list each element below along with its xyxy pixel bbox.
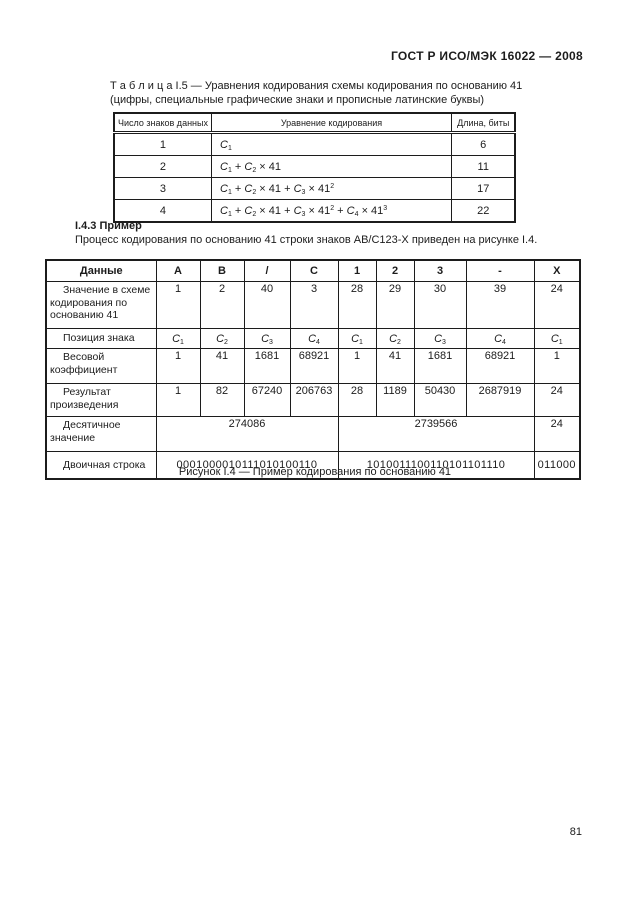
table-row: 2 C1 + C2 × 41 11 <box>113 155 516 178</box>
encoding-table-header-row: Данные A B / C 1 2 3 - X <box>45 259 581 282</box>
table-i5: Число знаков данных Уравнение кодировани… <box>113 112 517 223</box>
cell-count: 4 <box>113 199 212 223</box>
cell-weight: 1 <box>337 348 377 384</box>
cell-equation: C1 + C2 × 41 <box>210 155 452 178</box>
table-row: 3 C1 + C2 × 41 + C3 × 412 17 <box>113 177 516 200</box>
cell-value: 29 <box>375 281 415 329</box>
cell-bits: 22 <box>450 199 516 223</box>
row-label: Двоичная строка <box>45 451 157 480</box>
row-label: Десятичное значение <box>45 416 157 452</box>
cell-product: 28 <box>337 383 377 417</box>
cell-weight: 41 <box>375 348 415 384</box>
page-number: 81 <box>569 826 582 838</box>
cell-equation: C1 <box>210 132 452 156</box>
row-products: Результат произведения 1 82 67240 206763… <box>45 383 581 417</box>
table-i5-col-header: Число знаков данных <box>113 112 212 134</box>
cell-value: 3 <box>289 281 339 329</box>
row-decimal-values: Десятичное значение 274086 2739566 24 <box>45 416 581 452</box>
col-header-char: / <box>243 259 291 282</box>
row-label: Позиция знака <box>45 328 157 349</box>
cell-value: 30 <box>413 281 467 329</box>
cell-binary: 011000 <box>533 451 581 480</box>
row-weight-coefficients: Весовой коэффициент 1 41 1681 68921 1 41… <box>45 348 581 384</box>
cell-product: 1189 <box>375 383 415 417</box>
cell-bits: 6 <box>450 132 516 156</box>
row-label: Весовой коэффициент <box>45 348 157 384</box>
cell-weight: 1681 <box>243 348 291 384</box>
cell-weight: 41 <box>199 348 245 384</box>
col-header-char: X <box>533 259 581 282</box>
cell-position: C2 <box>375 328 415 349</box>
cell-position: C1 <box>155 328 201 349</box>
table-i5-header-row: Число знаков данных Уравнение кодировани… <box>113 112 516 134</box>
cell-value: 40 <box>243 281 291 329</box>
cell-value: 28 <box>337 281 377 329</box>
figure-i4-caption: Рисунок I.4 — Пример кодирования по осно… <box>178 466 452 478</box>
col-header-data: Данные <box>45 259 157 282</box>
col-header-char: B <box>199 259 245 282</box>
cell-binary: 0001000010111010100110 <box>155 451 339 480</box>
cell-position: C4 <box>465 328 535 349</box>
table-i5-caption: Т а б л и ц а I.5 — Уравнения кодировани… <box>110 79 530 107</box>
row-symbol-positions: Позиция знака C1 C2 C3 C4 C1 C2 C3 C4 C1 <box>45 328 581 349</box>
row-binary-string: Двоичная строка 0001000010111010100110 1… <box>45 451 581 480</box>
cell-count: 3 <box>113 177 212 200</box>
col-header-char: 3 <box>413 259 467 282</box>
row-label: Значение в схеме кодирования по основани… <box>45 281 157 329</box>
cell-value: 1 <box>155 281 201 329</box>
cell-position: C1 <box>337 328 377 349</box>
figure-i4-encoding-table: Данные A B / C 1 2 3 - X Значение в схем… <box>45 259 581 480</box>
row-scheme-values: Значение в схеме кодирования по основани… <box>45 281 581 329</box>
cell-position: C2 <box>199 328 245 349</box>
cell-bits: 11 <box>450 155 516 178</box>
cell-product: 50430 <box>413 383 467 417</box>
table-i5-col-header: Длина, биты <box>450 112 516 134</box>
cell-value: 39 <box>465 281 535 329</box>
cell-bits: 17 <box>450 177 516 200</box>
cell-product: 1 <box>155 383 201 417</box>
table-row: 4 C1 + C2 × 41 + C3 × 412 + C4 × 413 22 <box>113 199 516 223</box>
cell-position: C1 <box>533 328 581 349</box>
cell-value: 2 <box>199 281 245 329</box>
row-label: Результат произведения <box>45 383 157 417</box>
cell-product: 24 <box>533 383 581 417</box>
cell-product: 2687919 <box>465 383 535 417</box>
cell-equation: C1 + C2 × 41 + C3 × 412 <box>210 177 452 200</box>
section-heading: I.4.3 Пример <box>75 220 142 232</box>
table-row: 1 C1 6 <box>113 132 516 156</box>
table-i5-caption-line2: (цифры, специальные графические знаки и … <box>110 94 485 106</box>
cell-position: C3 <box>413 328 467 349</box>
col-header-char: - <box>465 259 535 282</box>
cell-product: 67240 <box>243 383 291 417</box>
cell-product: 206763 <box>289 383 339 417</box>
cell-equation: C1 + C2 × 41 + C3 × 412 + C4 × 413 <box>210 199 452 223</box>
cell-position: C4 <box>289 328 339 349</box>
col-header-char: 2 <box>375 259 415 282</box>
cell-weight: 1681 <box>413 348 467 384</box>
cell-weight: 1 <box>533 348 581 384</box>
cell-value: 24 <box>533 281 581 329</box>
cell-product: 82 <box>199 383 245 417</box>
cell-position: C3 <box>243 328 291 349</box>
col-header-char: C <box>289 259 339 282</box>
cell-count: 1 <box>113 132 212 156</box>
col-header-char: 1 <box>337 259 377 282</box>
cell-weight: 1 <box>155 348 201 384</box>
document-header-title: ГОСТ Р ИСО/МЭК 16022 — 2008 <box>390 49 583 63</box>
col-header-char: A <box>155 259 201 282</box>
cell-decimal: 2739566 <box>337 416 535 452</box>
cell-weight: 68921 <box>289 348 339 384</box>
section-paragraph: Процесс кодирования по основанию 41 стро… <box>75 234 538 246</box>
table-i5-caption-line1: Т а б л и ц а I.5 — Уравнения кодировани… <box>110 80 523 92</box>
cell-count: 2 <box>113 155 212 178</box>
table-i5-col-header: Уравнение кодирования <box>210 112 452 134</box>
cell-decimal: 24 <box>533 416 581 452</box>
cell-decimal: 274086 <box>155 416 339 452</box>
cell-weight: 68921 <box>465 348 535 384</box>
